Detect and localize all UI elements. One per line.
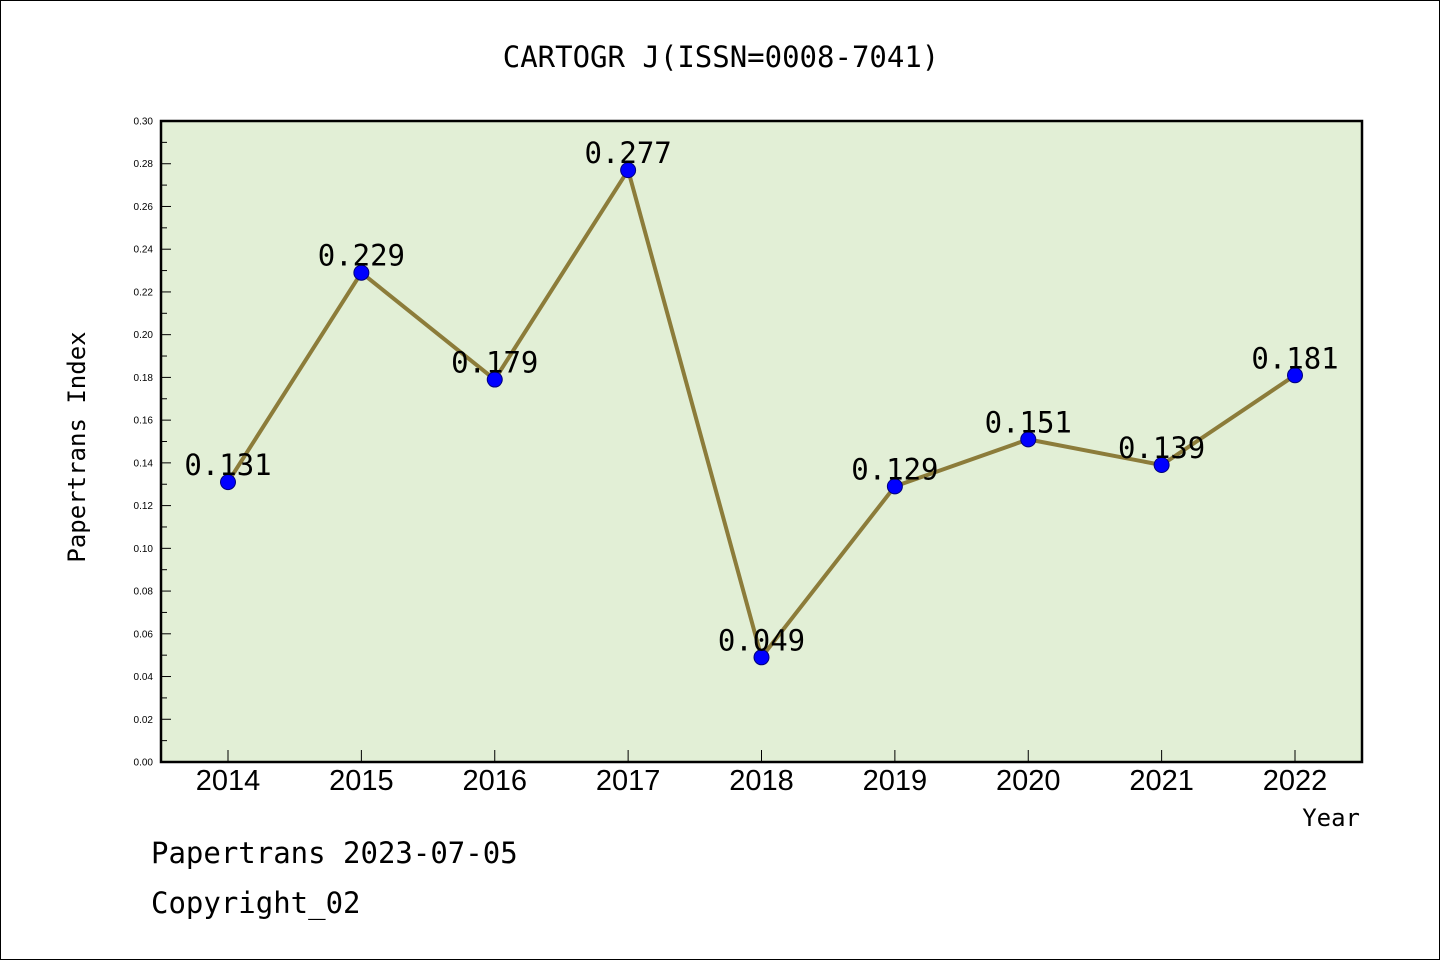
data-label: 0.131 [184,448,271,482]
data-label: 0.277 [584,136,671,170]
data-point [486,371,503,388]
plot-border [159,119,1364,764]
data-labels-group: 0.131 0.229 0.179 0.277 0.049 0.129 0.151 0.139… [184,136,1338,657]
data-label: 0.151 [985,405,1072,439]
data-point [1287,367,1303,384]
chart-title: CARTOGR J(ISSN=0008-7041) [503,40,940,74]
data-label: 0.229 [318,239,405,273]
x-tick-label: 2022 [1263,765,1328,797]
data-point [620,162,637,179]
y-tick-label: 0.06 [134,629,154,640]
y-axis-title: Papertrans Index [63,331,91,562]
y-tick-label: 0.04 [134,672,154,683]
y-tick-label: 0.14 [134,458,154,469]
data-point [886,478,903,495]
y-axis-ticks: 0.00 0.02 0.04 0.06 0.08 0.10 0.12 0.14 0.16 0.18… [134,117,171,769]
x-tick-label: 2017 [596,765,661,797]
y-tick-label: 0.12 [134,501,154,512]
y-tick-label: 0.24 [134,245,154,256]
data-label: 0.179 [451,346,538,380]
data-label: 0.049 [718,623,805,657]
data-point [353,264,370,281]
y-tick-label: 0.18 [134,373,154,384]
x-tick-label: 2015 [329,765,394,797]
x-axis-title: Year [1302,804,1360,832]
y-tick-label: 0.00 [134,758,154,769]
y-tick-label: 0.02 [134,715,154,726]
data-point [1020,431,1037,448]
footer-copyright: Copyright_02 [151,886,361,920]
x-axis-ticks: 2014 2015 2016 2017 2018 2019 2020 2021 2022 [196,750,1328,797]
data-point [753,649,770,666]
x-tick-label: 2018 [729,765,794,797]
x-tick-label: 2020 [996,765,1061,797]
x-tick-label: 2021 [1129,765,1194,797]
y-tick-label: 0.20 [134,330,154,341]
y-tick-label: 0.26 [134,202,154,213]
y-tick-label: 0.16 [134,416,154,427]
x-tick-label: 2019 [863,765,928,797]
data-label: 0.139 [1118,431,1205,465]
y-tick-label: 0.30 [134,117,154,128]
y-tick-label: 0.22 [134,287,154,298]
data-point [220,474,236,491]
markers-group [220,162,1303,666]
data-point [1153,457,1170,474]
y-tick-label: 0.28 [134,159,154,170]
y-tick-label: 0.08 [134,587,154,598]
x-tick-label: 2016 [462,765,527,797]
data-label: 0.129 [851,452,938,486]
x-tick-label: 2014 [196,765,261,797]
footer-date: Papertrans 2023-07-05 [151,836,518,870]
data-label: 0.181 [1251,341,1338,375]
y-tick-label: 0.10 [134,544,154,555]
